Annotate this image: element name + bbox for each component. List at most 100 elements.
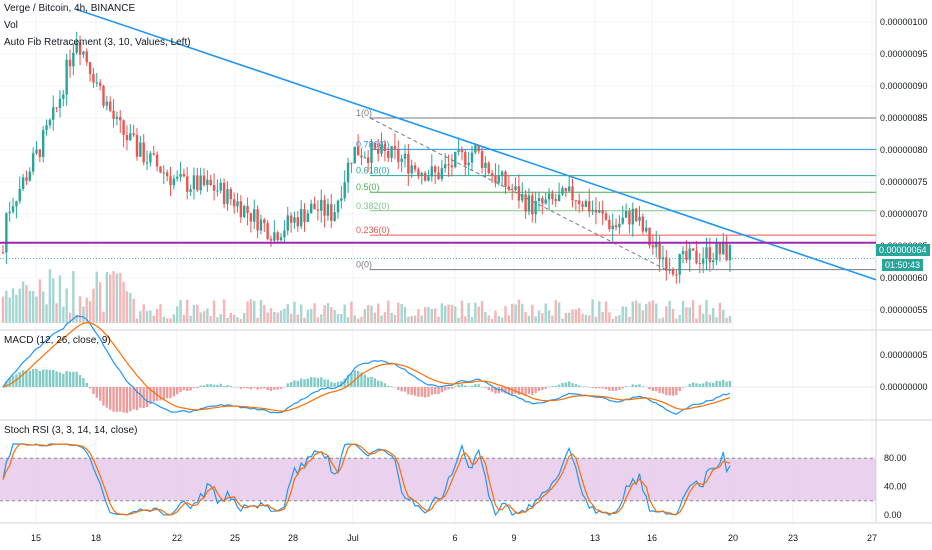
volume-bar <box>142 304 145 323</box>
candle-body <box>604 213 608 220</box>
macd-histogram-bar <box>601 387 604 389</box>
candle-body <box>554 199 557 202</box>
chart-title: Verge / Bitcoin, 4h, BINANCE <box>4 3 136 14</box>
fib-label-0: 1(0) <box>356 108 372 118</box>
candle-body <box>343 182 346 199</box>
volume-bar <box>681 300 685 323</box>
candle-body <box>360 155 363 158</box>
volume-bar <box>440 303 444 323</box>
candle-body <box>92 73 95 83</box>
last-price-tag: 0.00000064 <box>876 244 930 256</box>
macd-histogram-bar <box>407 387 410 395</box>
volume-bar <box>129 292 132 323</box>
volume-bar <box>289 313 293 323</box>
macd-histogram-bar <box>132 387 135 410</box>
candle-body <box>256 209 259 231</box>
macd-histogram-bar <box>695 383 698 387</box>
macd-histogram-bar <box>537 387 541 392</box>
candle-body <box>611 225 614 230</box>
candle-body <box>494 175 497 183</box>
volume-bar <box>179 300 182 323</box>
macd-histogram-bar <box>437 387 440 395</box>
macd-histogram-bar <box>410 387 413 395</box>
macd-histogram-bar <box>145 387 149 408</box>
candle-body <box>336 200 340 213</box>
candle-body <box>109 101 112 111</box>
candle-body <box>48 119 52 126</box>
macd-histogram-bar <box>534 387 537 394</box>
macd-histogram-bar <box>232 387 236 388</box>
candle-body <box>189 189 192 192</box>
candle-body <box>326 204 330 216</box>
volume-bar <box>581 313 584 323</box>
macd-histogram-bar <box>31 369 35 387</box>
macd-histogram-bar <box>119 387 122 412</box>
volume-bar <box>544 303 547 323</box>
macd-histogram-bar <box>544 387 547 389</box>
x-tick-1: 18 <box>91 533 101 543</box>
volume-bar <box>62 306 65 323</box>
macd-histogram-bar <box>377 380 380 387</box>
candle-body <box>276 232 279 241</box>
volume-bar <box>186 299 189 323</box>
x-tick-0: 15 <box>31 533 41 543</box>
macd-histogram-bar <box>172 387 176 397</box>
volume-bar <box>243 312 246 323</box>
x-tick-3: 25 <box>230 533 240 543</box>
volume-bar <box>182 314 186 323</box>
candle-body <box>433 166 437 173</box>
volume-bar <box>216 317 219 323</box>
candle-body <box>155 154 159 167</box>
candle-body <box>624 211 628 218</box>
candle-body <box>437 172 440 180</box>
macd-histogram-bar <box>135 387 139 411</box>
macd-histogram-bar <box>604 387 608 390</box>
volume-bar <box>350 301 353 323</box>
macd-histogram-bar <box>561 383 564 387</box>
candle-body <box>340 198 343 201</box>
macd-histogram-bar <box>216 384 219 387</box>
volume-bar <box>18 288 21 323</box>
volume-bar <box>447 304 450 323</box>
candle-body <box>507 186 511 190</box>
volume-bar <box>286 304 289 323</box>
price-tick-5: 0.00000075 <box>880 177 928 187</box>
volume-bar <box>524 312 527 323</box>
macd-histogram-bar <box>98 387 102 401</box>
macd-histogram-bar <box>11 375 15 387</box>
volume-bar <box>517 299 521 323</box>
candle-body <box>283 230 286 238</box>
macd-histogram-bar <box>343 378 346 387</box>
volume-bar <box>457 317 460 323</box>
candle-body <box>266 223 269 239</box>
candle-body <box>88 62 92 74</box>
x-tick-9: 16 <box>647 533 657 543</box>
volume-bar <box>387 300 390 323</box>
volume-bar <box>557 302 561 323</box>
macd-histogram-bar <box>447 387 450 390</box>
macd-histogram-bar <box>470 385 474 387</box>
candle-body <box>52 107 55 120</box>
macd-histogram-bar <box>286 383 289 387</box>
volume-bar <box>708 314 712 323</box>
candle-body <box>25 177 28 181</box>
candle-body <box>366 157 370 163</box>
volume-bar <box>504 306 507 323</box>
candle-body <box>722 243 725 255</box>
volume-bar <box>165 318 169 323</box>
volume-bar <box>601 312 604 323</box>
candle-body <box>186 176 189 192</box>
volume-bar <box>199 312 202 323</box>
macd-histogram-bar <box>249 387 253 390</box>
candle-body <box>85 51 88 63</box>
volume-bar <box>11 288 15 323</box>
macd-histogram-bar <box>112 387 115 412</box>
candle-body <box>152 153 155 155</box>
candle-body <box>621 217 624 224</box>
candle-body <box>487 162 490 174</box>
candle-body <box>192 175 196 190</box>
volume-bar <box>346 317 350 323</box>
volume-bar <box>715 317 718 323</box>
candle-body <box>21 177 25 189</box>
macd-histogram-bar <box>474 384 477 387</box>
